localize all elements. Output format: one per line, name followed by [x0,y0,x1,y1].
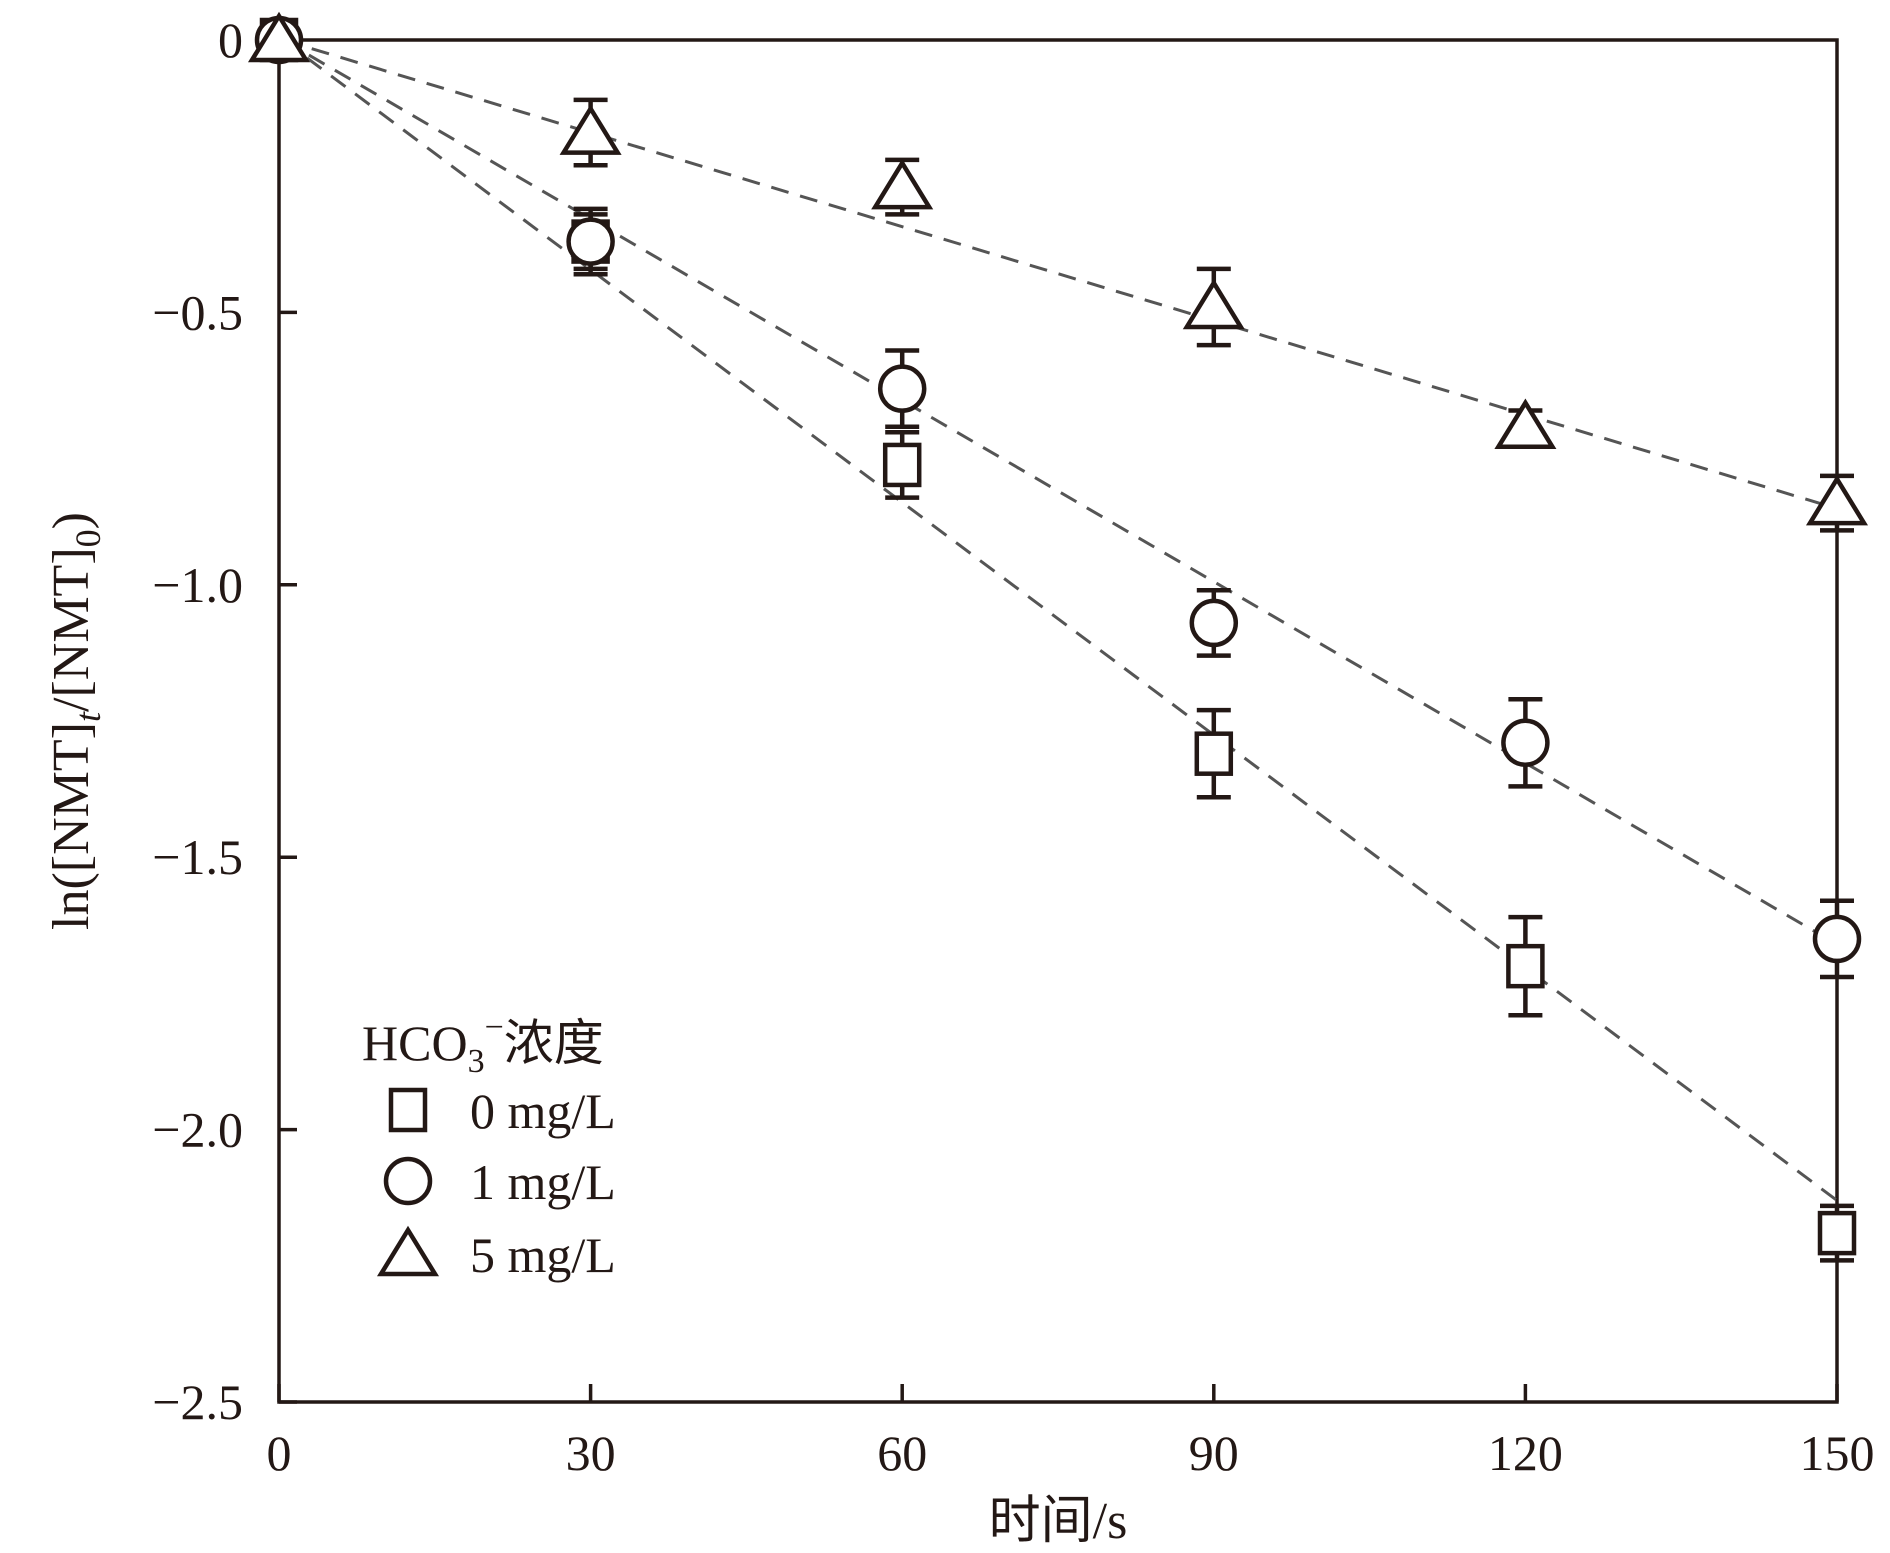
data-point [1194,731,1234,776]
data-point [1805,474,1869,526]
legend-label: 5 mg/L [470,1227,616,1283]
data-point [1182,278,1245,330]
legend-marker-triangle [376,1225,440,1277]
x-tick-label: 90 [1189,1425,1239,1481]
y-tick-label: −1.0 [152,557,243,613]
data-point [1189,598,1239,648]
x-tick-label: 0 [267,1425,292,1481]
axis-ticks: 0 30 60 90 120 150 0 −0.5 −1.0 −1.5 −2.0 −2.5 [152,12,1874,1481]
legend-label: 0 mg/L [470,1083,616,1139]
legend-marker-circle [383,1156,433,1206]
x-tick-label: 30 [566,1425,616,1481]
data-point [1494,398,1557,450]
x-tick-label: 120 [1488,1425,1563,1481]
x-axis-label: 时间/s [989,1493,1128,1550]
series-square [259,17,1857,1263]
data-point [559,104,622,155]
data-point [1812,914,1862,964]
y-tick-label: −1.5 [152,829,243,885]
data-point [877,364,927,413]
plot-frame [277,38,1839,1404]
data-point [1501,718,1550,768]
fit-lines [282,38,1838,1202]
series-circle [254,15,1862,980]
data-point [882,442,922,488]
data-point [871,158,934,210]
legend: HCO3−浓度 0 mg/L 1 mg/L 5 mg/L [362,1009,616,1283]
y-tick-label: −0.5 [152,284,243,340]
legend-marker-square [388,1087,428,1133]
x-tick-label: 150 [1800,1425,1875,1481]
data-point [1506,943,1545,989]
data-point [247,11,311,63]
y-tick-label: −2.5 [152,1374,243,1430]
y-axis-label: ln([NMT]t/[NMT]0) [43,512,108,930]
x-tick-label: 60 [877,1425,927,1481]
data-point [1817,1210,1857,1256]
data-points [247,11,1869,1263]
y-tick-label: 0 [218,12,243,68]
legend-title: HCO3−浓度 [362,1009,604,1080]
legend-label: 1 mg/L [470,1154,616,1210]
fit-line [282,38,1838,1202]
fit-line [282,38,1838,946]
y-tick-label: −2.0 [152,1102,243,1158]
series-triangle [247,11,1869,533]
data-point [566,217,615,266]
fit-line [282,38,1838,510]
